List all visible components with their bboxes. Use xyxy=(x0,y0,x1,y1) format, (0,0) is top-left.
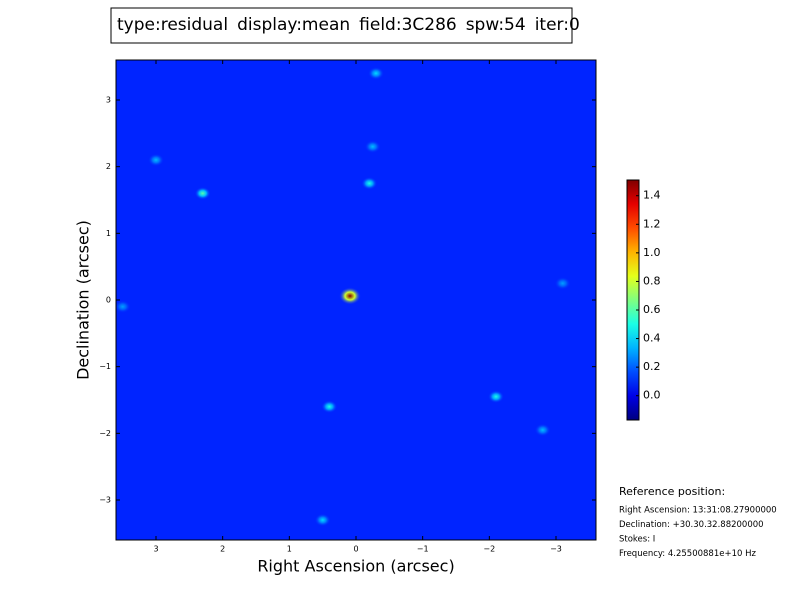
title-part: iter:0 xyxy=(535,15,580,35)
y-tick-label: −1 xyxy=(99,362,111,371)
x-tick-label: 1 xyxy=(287,545,292,554)
colorbar-tick-label: 0.6 xyxy=(643,303,661,316)
source xyxy=(148,153,164,167)
source xyxy=(339,287,361,305)
y-axis-label: Declination (arcsec) xyxy=(74,220,93,380)
colorbar-tick-label: 0.8 xyxy=(643,274,661,287)
title-part: display:mean xyxy=(237,15,350,35)
colorbar-tick-label: 1.4 xyxy=(643,189,661,202)
source xyxy=(488,390,504,404)
colorbar-tick-label: 1.2 xyxy=(643,217,661,230)
title-part: type:residual xyxy=(117,15,228,35)
colorbar-tick-label: 1.0 xyxy=(643,246,661,259)
reference-line: Stokes: I xyxy=(619,535,655,545)
y-tick-label: −3 xyxy=(99,496,111,505)
reference-line: Right Ascension: 13:31:08.27900000 xyxy=(619,506,777,516)
source xyxy=(194,186,211,200)
source xyxy=(554,276,571,290)
source xyxy=(368,66,384,80)
title-part: spw:54 xyxy=(466,15,526,35)
x-tick-label: 2 xyxy=(220,545,225,554)
source xyxy=(534,423,551,437)
x-tick-label: 3 xyxy=(153,545,158,554)
colorbar-tick-label: 0.0 xyxy=(643,389,661,402)
sources xyxy=(116,66,571,527)
colorbar xyxy=(626,179,640,421)
x-tick-label: −3 xyxy=(550,545,562,554)
title-part: field:3C286 xyxy=(359,15,457,35)
source xyxy=(116,300,131,314)
x-tick-label: −1 xyxy=(417,545,429,554)
source xyxy=(364,140,381,154)
source xyxy=(361,176,378,190)
reference-title: Reference position: xyxy=(619,485,725,498)
title-box xyxy=(110,7,573,44)
x-axis-label: Right Ascension (arcsec) xyxy=(257,557,454,576)
source xyxy=(321,400,338,414)
y-tick-label: 3 xyxy=(106,96,111,105)
x-tick-label: 0 xyxy=(353,545,358,554)
y-tick-label: 1 xyxy=(106,229,111,238)
y-tick-label: 2 xyxy=(106,162,111,171)
source xyxy=(314,513,331,527)
y-tick-label: −2 xyxy=(99,429,111,438)
y-tick-label: 0 xyxy=(106,296,111,305)
colorbar-tick-label: 0.4 xyxy=(643,332,661,345)
x-tick-label: −2 xyxy=(483,545,495,554)
reference-line: Declination: +30.30.32.88200000 xyxy=(619,520,764,530)
colorbar-tick-label: 0.2 xyxy=(643,360,661,373)
reference-line: Frequency: 4.25500881e+10 Hz xyxy=(619,549,756,559)
